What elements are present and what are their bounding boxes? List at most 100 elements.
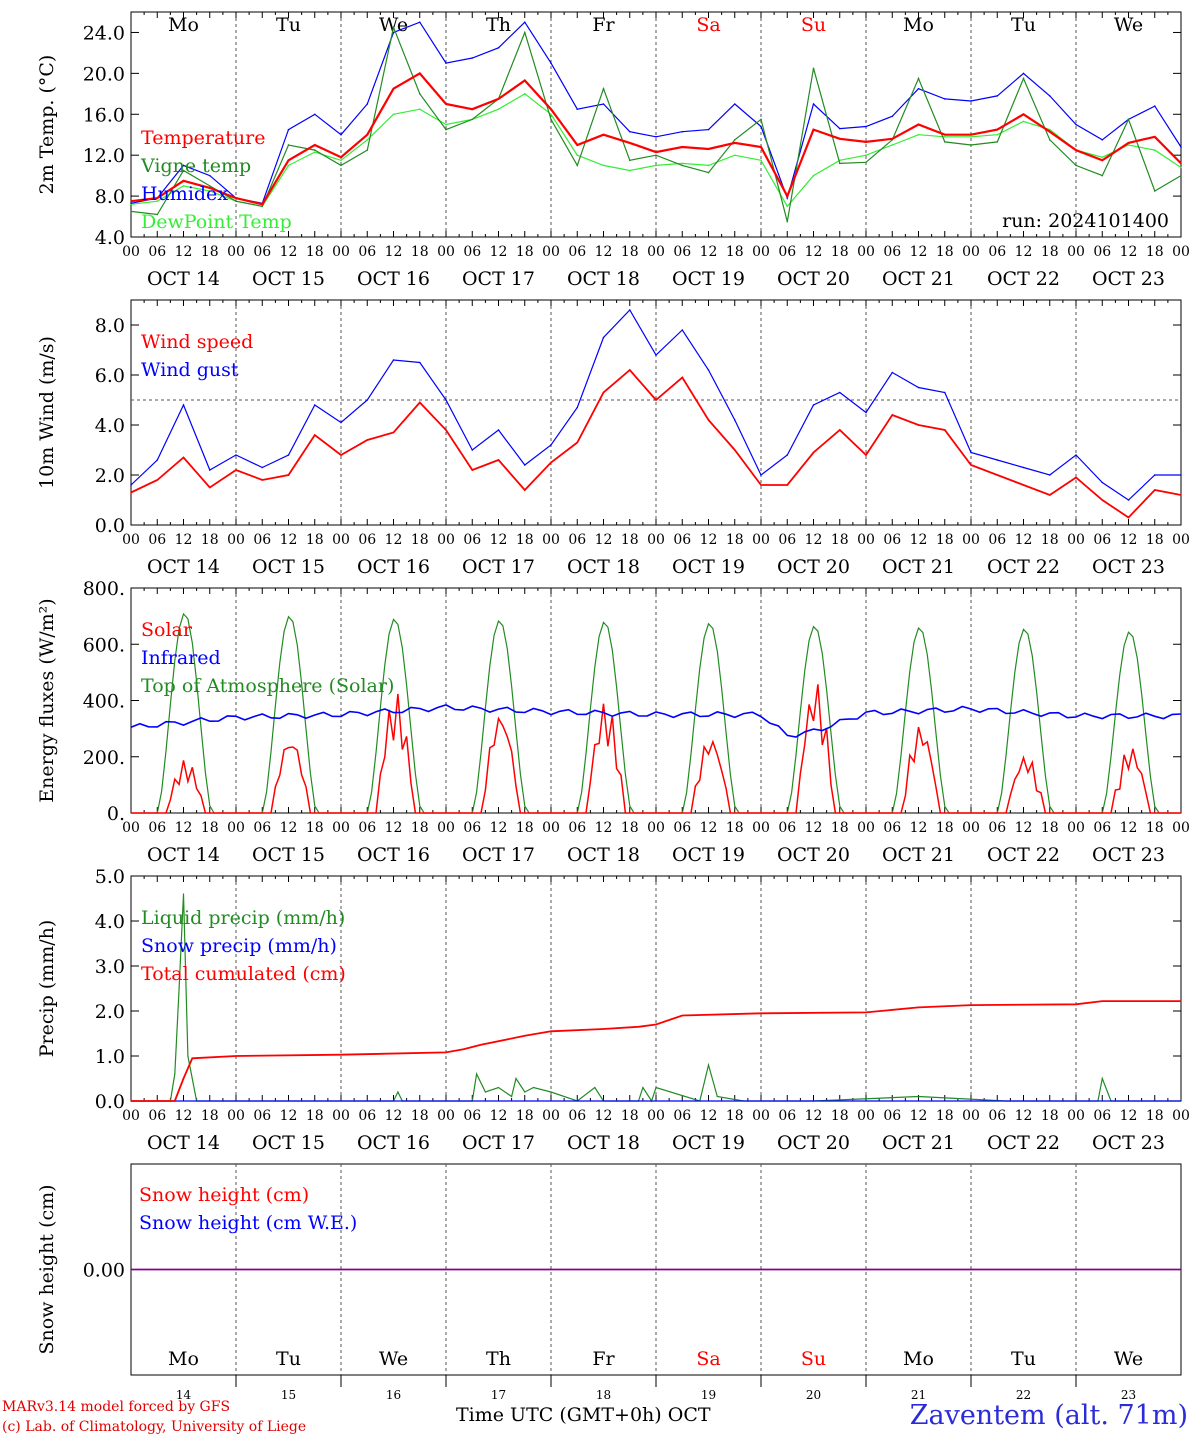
series-line xyxy=(236,615,341,814)
date-label: OCT 16 xyxy=(357,268,430,290)
date-label: OCT 21 xyxy=(882,556,955,578)
data-point xyxy=(340,164,342,167)
data-point xyxy=(1022,72,1025,75)
data-point xyxy=(445,128,447,131)
data-point xyxy=(1022,113,1025,116)
data-point xyxy=(191,1057,193,1059)
x-axis-label: Time UTC (GMT+0h) OCT xyxy=(456,1404,711,1426)
data-point xyxy=(707,419,710,421)
hour-tick-label: 12 xyxy=(700,532,718,548)
hour-tick-label: 12 xyxy=(385,532,403,548)
hour-tick-label: 18 xyxy=(306,1108,324,1124)
data-point xyxy=(445,399,447,401)
y-tick-label: 400. xyxy=(83,691,125,713)
series-line xyxy=(131,760,236,814)
data-point xyxy=(187,1055,189,1057)
date-label: OCT 19 xyxy=(672,1132,745,1154)
date-label: OCT 20 xyxy=(777,268,850,290)
data-point xyxy=(366,133,369,136)
data-point xyxy=(786,195,789,197)
data-point xyxy=(996,459,999,461)
data-point xyxy=(497,459,500,461)
hour-tick-label: 00 xyxy=(122,532,140,548)
hour-tick-label: 00 xyxy=(437,820,455,836)
data-point xyxy=(760,118,762,121)
data-point xyxy=(418,361,421,364)
series-line xyxy=(1076,748,1181,814)
hour-tick-label: 06 xyxy=(778,532,796,548)
data-point xyxy=(550,62,552,64)
y-tick-label: 8.0 xyxy=(95,186,125,208)
date-label: OCT 16 xyxy=(357,1132,430,1154)
hour-tick-label: 12 xyxy=(175,244,193,260)
x-axis-title: Time UTC (GMT+0h) xyxy=(456,1404,662,1426)
day-name-label: Su xyxy=(801,1348,826,1370)
day-name-label: Mo xyxy=(168,14,199,36)
hour-tick-label: 18 xyxy=(1041,820,1059,836)
series-line xyxy=(446,619,551,814)
hour-tick-label: 00 xyxy=(332,1108,350,1124)
data-point xyxy=(1101,481,1104,484)
date-label: OCT 14 xyxy=(147,844,220,866)
data-point xyxy=(838,127,841,130)
data-point xyxy=(733,419,736,421)
data-point xyxy=(733,142,736,144)
series-line xyxy=(656,739,761,814)
data-point xyxy=(445,1051,447,1053)
date-label: OCT 18 xyxy=(567,556,640,578)
hour-tick-label: 00 xyxy=(962,1108,980,1124)
data-point xyxy=(1075,123,1077,126)
hour-tick-label: 12 xyxy=(595,244,613,260)
plot-frame-1 xyxy=(130,299,1182,526)
data-point xyxy=(655,164,657,167)
data-point xyxy=(174,1100,176,1102)
data-point xyxy=(786,454,789,456)
day-name-label: We xyxy=(379,14,408,36)
data-point xyxy=(313,144,316,146)
data-point xyxy=(917,133,920,136)
legend-entry: Solar xyxy=(141,619,193,641)
data-point xyxy=(208,174,211,177)
hour-tick-label: 12 xyxy=(910,1108,928,1124)
date-label: OCT 19 xyxy=(672,844,745,866)
hour-tick-label: 12 xyxy=(700,1108,718,1124)
series-line xyxy=(341,618,446,814)
data-point xyxy=(1075,1003,1077,1005)
data-point xyxy=(208,185,211,187)
data-point xyxy=(865,141,867,143)
data-point xyxy=(445,429,447,431)
hour-tick-label: 12 xyxy=(910,820,928,836)
data-point xyxy=(130,202,132,205)
data-point xyxy=(970,100,972,102)
hour-tick-label: 00 xyxy=(332,820,350,836)
data-point xyxy=(340,454,342,456)
date-label: OCT 23 xyxy=(1092,556,1165,578)
hour-tick-label: 00 xyxy=(542,1108,560,1124)
data-point xyxy=(182,185,185,187)
data-point xyxy=(1022,484,1025,486)
data-point xyxy=(208,486,211,489)
hour-tick-label: 06 xyxy=(673,1108,691,1124)
hour-tick-label: 00 xyxy=(752,820,770,836)
data-point xyxy=(891,371,894,374)
hour-tick-label: 00 xyxy=(437,532,455,548)
date-label: OCT 15 xyxy=(252,844,325,866)
date-label: OCT 22 xyxy=(987,844,1060,866)
hour-tick-label: 06 xyxy=(463,1108,481,1124)
data-point xyxy=(760,1012,762,1014)
data-point xyxy=(891,138,894,140)
series-line xyxy=(866,726,971,814)
data-point xyxy=(1153,135,1156,138)
model-credit: MARv3.14 model forced by GFS xyxy=(2,1399,231,1415)
series-line xyxy=(236,746,341,814)
data-point xyxy=(130,210,132,213)
data-point xyxy=(208,469,211,471)
legend-entry: Snow height (cm W.E.) xyxy=(139,1212,357,1234)
data-point xyxy=(970,133,972,136)
data-point xyxy=(707,1064,710,1066)
date-label: OCT 18 xyxy=(567,268,640,290)
data-point xyxy=(1022,77,1025,80)
data-point xyxy=(1127,144,1130,146)
data-point xyxy=(1075,476,1077,479)
